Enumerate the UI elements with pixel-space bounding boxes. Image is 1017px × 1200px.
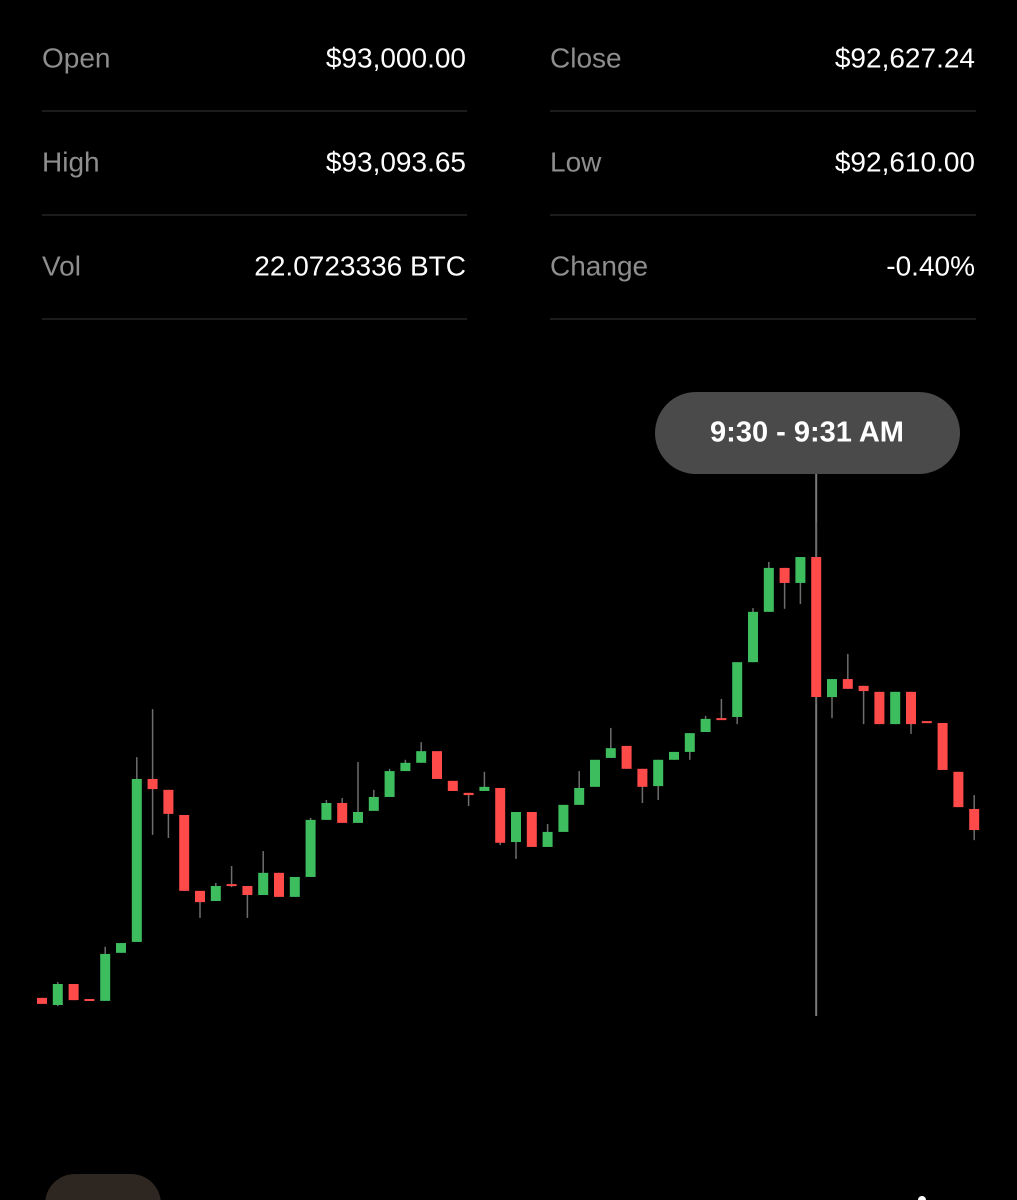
candle-body[interactable] (795, 557, 806, 583)
candle-body[interactable] (163, 789, 174, 814)
candle-body[interactable] (400, 762, 411, 772)
candle-body[interactable] (937, 723, 948, 770)
candle-body[interactable] (116, 943, 126, 953)
candle-body[interactable] (353, 812, 363, 823)
candle-body[interactable] (147, 778, 158, 790)
stats-panel: Open $93,000.00 Close $92,627.24 High $93,093… (42, 42, 976, 320)
candle-body[interactable] (68, 983, 79, 1001)
candle-body[interactable] (700, 718, 711, 733)
candle-body[interactable] (463, 792, 474, 796)
candle-body[interactable] (368, 796, 379, 811)
candle-body[interactable] (179, 815, 190, 891)
candle-body[interactable] (416, 751, 427, 763)
candle-body[interactable] (226, 884, 237, 887)
candle-body[interactable] (84, 999, 95, 1002)
stat-label: Vol (42, 250, 81, 281)
stat-label: Change (550, 250, 648, 281)
candle-body[interactable] (969, 808, 980, 831)
candle-body[interactable] (258, 872, 269, 895)
stat-value: -0.40% (886, 250, 975, 281)
candle-body[interactable] (748, 611, 758, 663)
candle-body[interactable] (321, 802, 332, 820)
candle-body[interactable] (842, 679, 853, 689)
candle-body[interactable] (100, 953, 111, 1001)
stat-value: $93,000.00 (326, 42, 466, 73)
candle-body[interactable] (210, 885, 221, 901)
stat-label: Close (550, 42, 622, 73)
candle-body[interactable] (669, 751, 679, 760)
candle-body[interactable] (605, 748, 616, 758)
candle-body[interactable] (384, 771, 395, 797)
candle-body[interactable] (337, 802, 348, 823)
candle-body[interactable] (763, 567, 774, 612)
candle-body[interactable] (37, 997, 47, 1004)
stat-label: Open (42, 42, 111, 73)
candle-body[interactable] (479, 786, 490, 791)
candle-body[interactable] (653, 759, 664, 787)
candle-body[interactable] (906, 691, 916, 725)
candle-body[interactable] (684, 733, 695, 752)
candle-body[interactable] (289, 876, 300, 897)
candle-body[interactable] (874, 691, 885, 725)
candle-body[interactable] (495, 787, 506, 843)
stat-value: 22.0723336 BTC (254, 250, 466, 281)
bottom-button[interactable] (45, 1174, 161, 1200)
candle-body[interactable] (447, 780, 458, 791)
candle-body[interactable] (590, 759, 600, 787)
candle-body[interactable] (621, 745, 632, 769)
candle-body[interactable] (131, 778, 142, 942)
candle-body[interactable] (858, 685, 869, 692)
candle-body[interactable] (732, 662, 743, 717)
candle-body[interactable] (526, 812, 537, 847)
candle-body[interactable] (811, 557, 822, 697)
stat-label: High (42, 146, 100, 177)
candle-body[interactable] (953, 771, 964, 808)
candle-body[interactable] (274, 872, 284, 897)
candle-body[interactable] (637, 768, 648, 787)
bottom-icon[interactable] (918, 1196, 926, 1200)
stat-value: $92,610.00 (835, 146, 975, 177)
candle-body[interactable] (890, 691, 901, 725)
candle-body[interactable] (921, 721, 932, 724)
stat-label: Low (550, 146, 602, 177)
candle-body[interactable] (542, 831, 553, 847)
candle-body[interactable] (242, 885, 253, 895)
candle-body[interactable] (432, 751, 442, 779)
tooltip-bubble (655, 392, 960, 474)
candle-body[interactable] (52, 983, 63, 1006)
tooltip-text: 9:30 - 9:31 AM (710, 417, 904, 449)
stat-value: $92,627.24 (835, 42, 975, 73)
stat-value: $93,093.65 (326, 146, 466, 177)
candle-body[interactable] (195, 890, 205, 903)
candle-body[interactable] (827, 679, 837, 698)
candle-body[interactable] (779, 567, 790, 583)
candle-body[interactable] (511, 812, 521, 843)
candle-body[interactable] (574, 787, 585, 805)
candle-body[interactable] (716, 718, 727, 721)
candle-body[interactable] (558, 804, 569, 832)
candle-body[interactable] (305, 819, 316, 877)
candlestick-chart: 9:30 - 9:31 AM (37, 392, 980, 1016)
